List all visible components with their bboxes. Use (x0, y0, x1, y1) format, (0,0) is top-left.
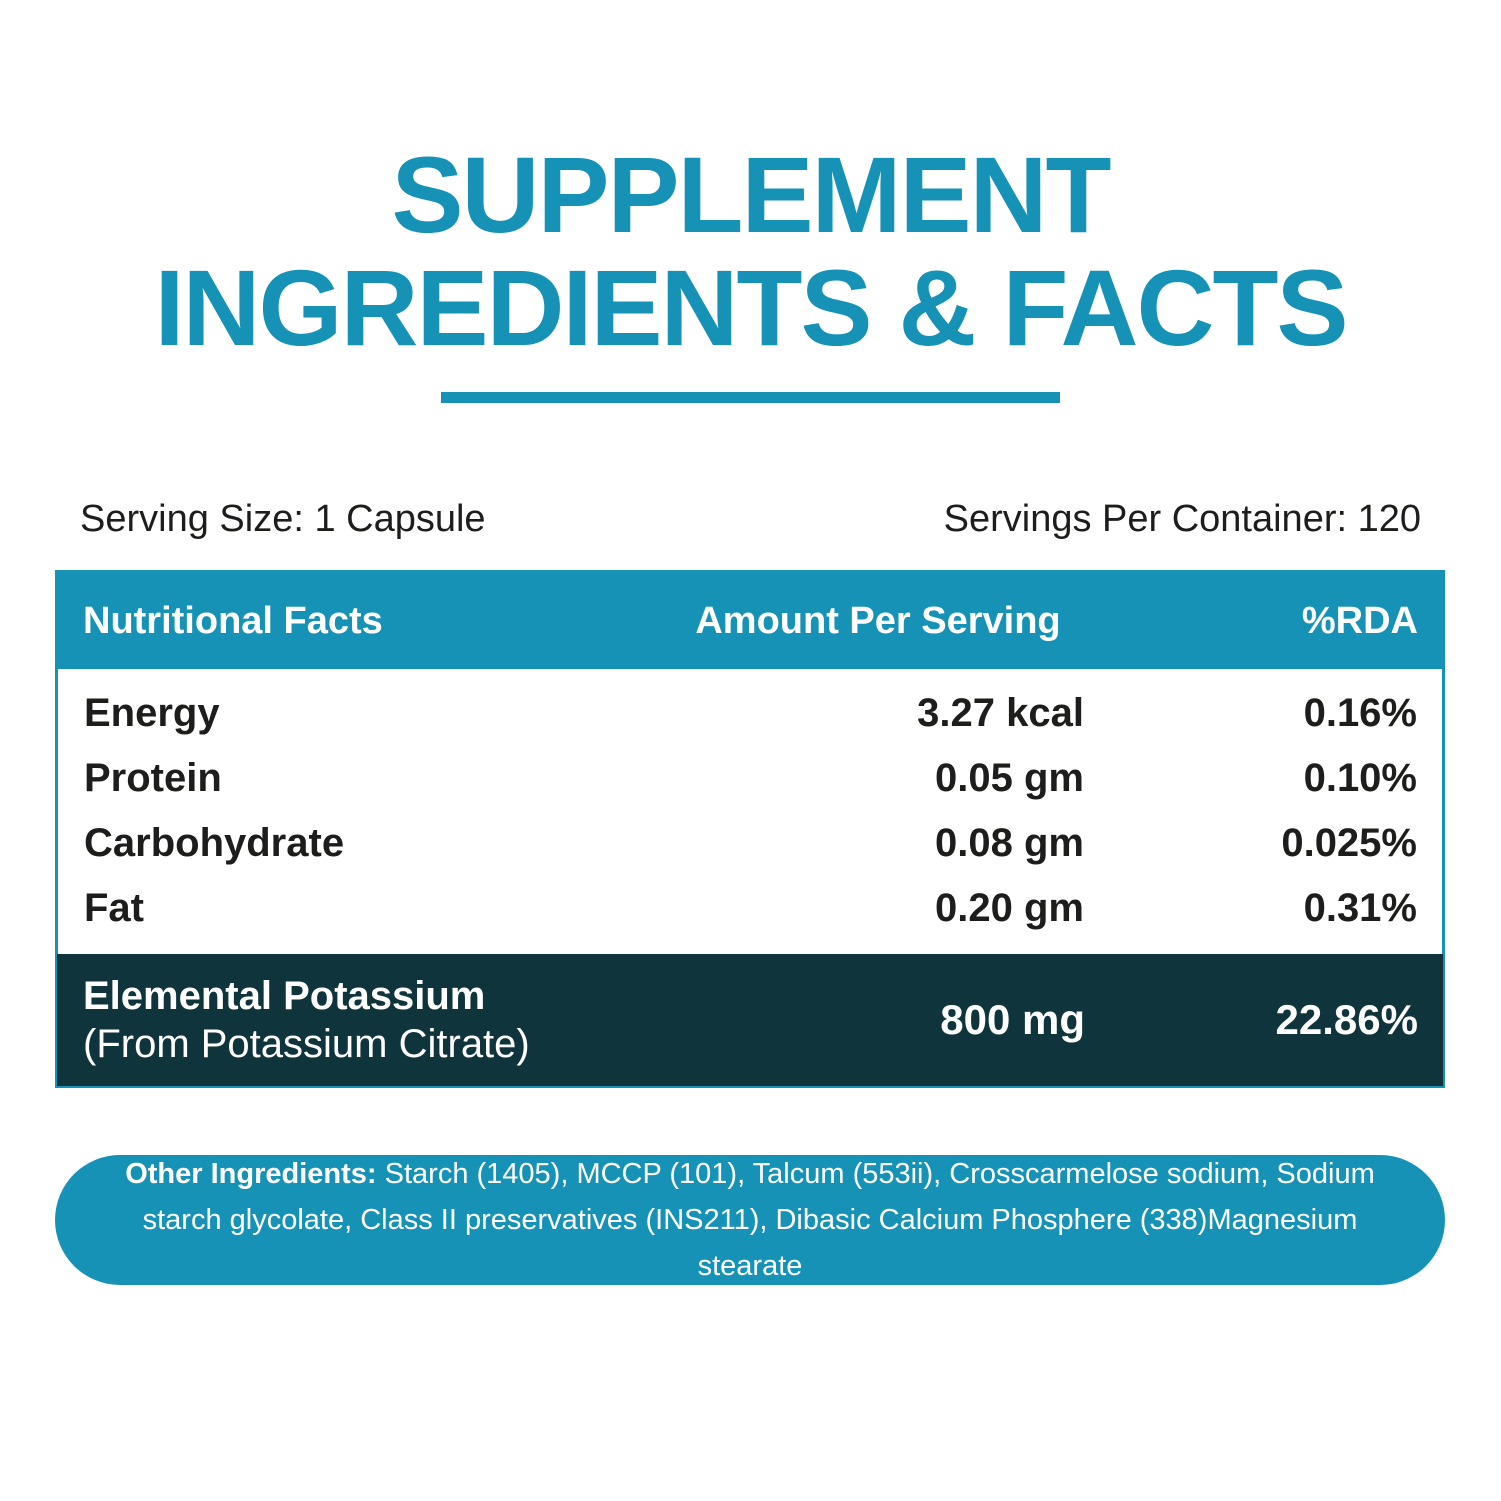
title-underline (441, 392, 1060, 403)
table-row: Carbohydrate 0.08 gm 0.025% (84, 811, 1417, 876)
nutrition-facts-table: Nutritional Facts Amount Per Serving %RD… (55, 570, 1445, 1088)
serving-info-row: Serving Size: 1 Capsule Servings Per Con… (80, 498, 1421, 541)
row-name: Fat (84, 886, 144, 930)
servings-per-container-label: Servings Per Container: 120 (943, 498, 1421, 540)
highlight-row-name-main: Elemental Potassium (83, 974, 486, 1018)
other-ingredients-label: Other Ingredients: (125, 1158, 377, 1190)
serving-size-label: Serving Size: 1 Capsule (80, 498, 486, 540)
table-row: Fat 0.20 gm 0.31% (84, 876, 1417, 941)
header-rda: %RDA (1301, 599, 1418, 642)
row-rda: 0.10% (1303, 756, 1417, 800)
page-title-line1: SUPPLEMENT (391, 134, 1111, 255)
table-body: Energy 3.27 kcal 0.16% Protein 0.05 gm 0… (58, 669, 1442, 955)
row-amount: 0.08 gm (935, 821, 1084, 865)
page-title: SUPPLEMENT INGREDIENTS & FACTS (0, 138, 1501, 364)
highlight-row-name-sub: (From Potassium Citrate) (83, 1022, 530, 1066)
row-name: Carbohydrate (84, 821, 345, 865)
row-rda: 0.025% (1281, 821, 1417, 865)
header-amount-per-serving: Amount Per Serving (695, 599, 1061, 642)
header-nutritional-facts: Nutritional Facts (83, 599, 383, 642)
table-row: Protein 0.05 gm 0.10% (84, 746, 1417, 811)
page-title-line2: INGREDIENTS & FACTS (154, 247, 1348, 368)
elemental-potassium-row: Elemental Potassium (From Potassium Citr… (57, 954, 1443, 1086)
highlight-row-amount: 800 mg (940, 996, 1085, 1043)
row-amount: 3.27 kcal (917, 691, 1084, 735)
other-ingredients-box: Other Ingredients: Starch (1405), MCCP (… (55, 1155, 1445, 1285)
row-rda: 0.16% (1303, 691, 1417, 735)
other-ingredients-list: Starch (1405), MCCP (101), Talcum (553ii… (142, 1158, 1375, 1282)
row-name: Energy (84, 691, 220, 735)
row-name: Protein (84, 756, 222, 800)
row-amount: 0.05 gm (935, 756, 1084, 800)
row-rda: 0.31% (1303, 886, 1417, 930)
row-amount: 0.20 gm (935, 886, 1084, 930)
other-ingredients-text: Other Ingredients: Starch (1405), MCCP (… (87, 1151, 1413, 1289)
table-row: Energy 3.27 kcal 0.16% (84, 681, 1417, 746)
table-header-row: Nutritional Facts Amount Per Serving %RD… (57, 572, 1443, 670)
highlight-row-rda: 22.86% (1275, 996, 1418, 1043)
highlight-row-name: Elemental Potassium (From Potassium Citr… (83, 972, 671, 1068)
